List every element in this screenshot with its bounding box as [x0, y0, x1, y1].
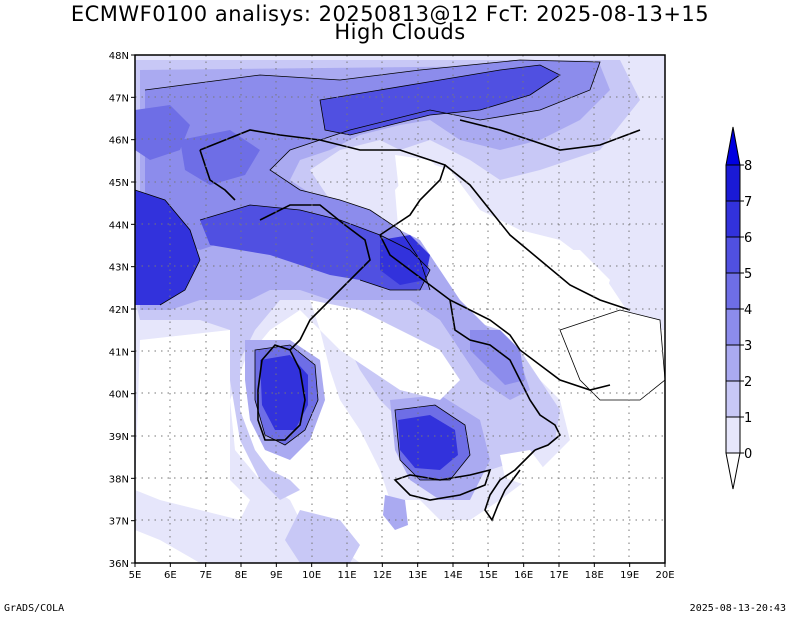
colorbar-label: 8: [744, 159, 752, 174]
lat-label: 42N: [109, 305, 129, 316]
lat-label: 38N: [109, 474, 129, 485]
lat-label: 37N: [109, 517, 129, 528]
colorbar-segment: [725, 236, 741, 274]
colorbar-segment: [725, 272, 741, 310]
lon-label: 5E: [129, 570, 142, 581]
colorbar: 0 1 2 3 4 5 6 7 8: [725, 126, 752, 490]
lat-label: 48N: [109, 51, 129, 62]
footer-timestamp: 2025-08-13-20:43: [689, 603, 786, 614]
lon-label: 12E: [373, 570, 392, 581]
lat-label: 43N: [109, 263, 129, 274]
title-line-2: High Clouds: [334, 20, 466, 44]
colorbar-segment: [725, 164, 741, 202]
title-line-1: ECMWF0100 analisys: 20250813@12 FcT: 202…: [70, 2, 710, 26]
clear-sky-areas: [135, 155, 665, 563]
footer-credit: GrADS/COLA: [4, 603, 65, 614]
lon-label: 8E: [235, 570, 248, 581]
lon-label: 18E: [585, 570, 604, 581]
colorbar-label: 5: [744, 267, 752, 282]
lat-label: 41N: [109, 347, 129, 358]
colorbar-label: 7: [744, 195, 752, 210]
colorbar-label: 6: [744, 231, 752, 246]
colorbar-label: 0: [744, 447, 752, 462]
axis-ticks: [131, 54, 666, 567]
colorbar-segment: [725, 200, 741, 238]
lon-label: 15E: [479, 570, 498, 581]
graticule: [135, 55, 665, 563]
axis-labels: 5E 6E 7E 8E 9E 10E 11E 12E 13E 14E 15E 16E 17E 18E 19E…: [109, 51, 675, 581]
lon-label: 16E: [514, 570, 533, 581]
colorbar-label: 4: [744, 303, 752, 318]
lon-label: 11E: [337, 570, 356, 581]
colorbar-upper-arrow: [725, 126, 741, 166]
colorbar-label: 1: [744, 411, 752, 426]
map-panel: [135, 55, 665, 563]
lon-label: 10E: [302, 570, 321, 581]
lon-label: 20E: [655, 570, 674, 581]
colorbar-lower-arrow: [725, 452, 741, 490]
lon-label: 14E: [443, 570, 462, 581]
colorbar-segment: [725, 380, 741, 418]
contour-lines: [135, 59, 665, 481]
lon-label: 6E: [164, 570, 177, 581]
colorbar-label: 3: [744, 339, 752, 354]
lon-label: 13E: [408, 570, 427, 581]
colorbar-segment: [725, 344, 741, 382]
lon-label: 19E: [620, 570, 639, 581]
lon-label: 7E: [199, 570, 212, 581]
lat-label: 40N: [109, 390, 129, 401]
colorbar-segment: [725, 308, 741, 346]
lat-label: 44N: [109, 220, 129, 231]
colorbar-segment: [725, 416, 741, 454]
lat-label: 39N: [109, 432, 129, 443]
lat-label: 36N: [109, 559, 129, 570]
colorbar-label: 2: [744, 375, 752, 390]
lat-label: 46N: [109, 136, 129, 147]
lat-label: 45N: [109, 178, 129, 189]
lat-label: 47N: [109, 93, 129, 104]
lon-label: 9E: [270, 570, 283, 581]
lon-label: 17E: [549, 570, 568, 581]
